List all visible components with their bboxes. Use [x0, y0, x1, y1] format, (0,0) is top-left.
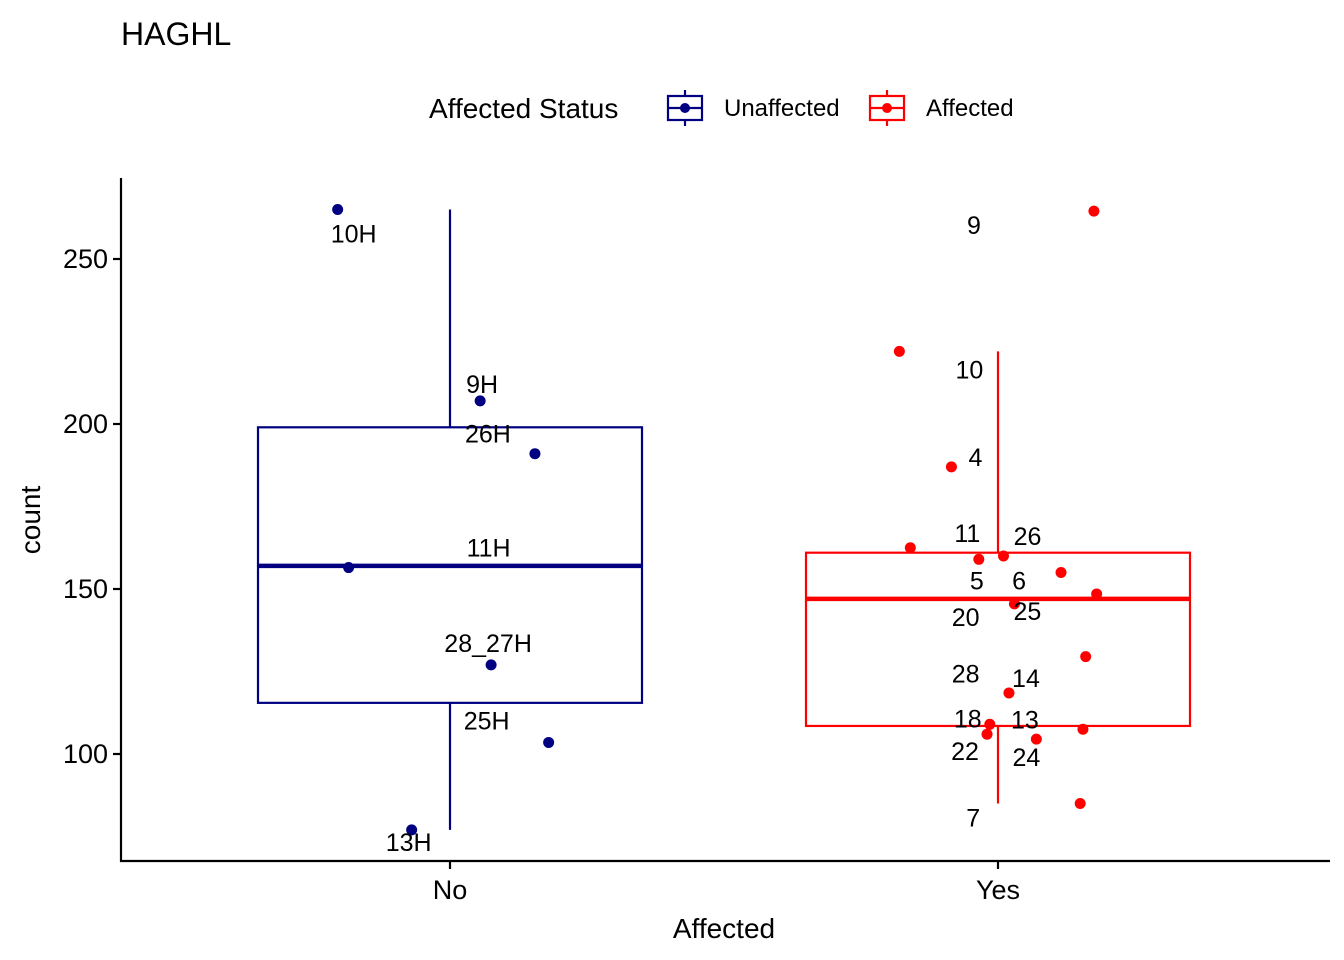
point-label-24: 24: [1012, 744, 1040, 772]
point-label-9h: 9H: [466, 371, 498, 399]
point-label-25: 25: [1014, 598, 1042, 626]
data-point-9h: [474, 395, 486, 407]
point-label-20: 20: [952, 604, 980, 632]
series-affected: 9 10 4 11 26 5 6 20 25 28 14 18 13 22 24 7: [804, 205, 1192, 833]
y-tick-label-150: 150: [63, 574, 108, 604]
data-point-22: [981, 728, 993, 740]
x-tick-label-yes: Yes: [976, 875, 1020, 905]
y-tick-label-250: 250: [63, 244, 108, 274]
data-point-26h: [529, 448, 541, 460]
legend-entry-affected: Affected: [868, 90, 1014, 126]
legend-label-unaffected: Unaffected: [724, 95, 840, 122]
point-label-14: 14: [1012, 665, 1040, 693]
legend-label-affected: Affected: [926, 95, 1014, 122]
data-point-14: [1003, 687, 1015, 699]
y-tick-label-200: 200: [63, 409, 108, 439]
point-label-28_27h: 28_27H: [444, 630, 532, 658]
data-point-4: [945, 461, 957, 473]
legend-title: Affected Status: [429, 93, 618, 124]
data-point-10h: [332, 204, 344, 215]
point-label-11: 11: [954, 520, 980, 548]
legend-affected-point: [882, 103, 892, 113]
axes: 100 150 200 250 No Yes: [63, 178, 1330, 905]
point-label-10: 10: [955, 356, 983, 384]
data-point-18: [984, 718, 996, 730]
data-point-5: [973, 553, 985, 565]
data-point-7: [1074, 798, 1086, 809]
data-point-6: [1055, 567, 1067, 578]
point-label-26: 26: [1014, 523, 1042, 551]
box-yes: [804, 551, 1192, 728]
data-point-20: [1091, 588, 1103, 600]
data-point-11: [904, 542, 916, 554]
legend-unaffected-point: [680, 103, 690, 113]
point-label-28: 28: [952, 661, 980, 689]
point-label-18: 18: [954, 705, 982, 733]
point-label-6: 6: [1012, 568, 1026, 596]
y-axis-label: count: [15, 486, 46, 555]
point-label-25h: 25H: [464, 707, 510, 735]
x-tick-label-no: No: [433, 875, 468, 905]
legend: Affected Status Unaffected Affected: [429, 90, 1014, 126]
data-point-10: [893, 345, 905, 357]
point-label-11h: 11H: [467, 535, 511, 563]
x-axis-label: Affected: [673, 913, 775, 944]
point-label-22: 22: [951, 738, 979, 766]
point-label-13: 13: [1011, 706, 1039, 734]
data-point-13h: [406, 824, 418, 836]
point-label-9: 9: [967, 212, 981, 240]
series-unaffected: 10H 9H 26H 11H 28_27H 25H 13H: [256, 204, 644, 857]
legend-entry-unaffected: Unaffected: [666, 90, 840, 126]
y-tick-label-100: 100: [63, 739, 108, 769]
data-point-28: [1080, 651, 1092, 663]
data-point-28_27h: [485, 659, 497, 671]
point-label-10h: 10H: [331, 221, 377, 249]
point-label-26h: 26H: [465, 421, 511, 449]
data-point-13: [1077, 723, 1089, 735]
point-label-4: 4: [968, 444, 982, 472]
plot-area: 10H 9H 26H 11H 28_27H 25H 13H 9 10 4 11 26 5 6 20 25 28 1…: [256, 204, 1192, 857]
data-point-25: [1008, 598, 1020, 610]
data-point-9: [1088, 205, 1100, 217]
chart-title: HAGHL: [121, 16, 231, 52]
data-point-24: [1030, 733, 1042, 745]
point-label-7: 7: [966, 805, 980, 833]
point-label-5: 5: [970, 567, 984, 595]
data-point-26: [997, 550, 1009, 562]
data-point-11h: [343, 562, 355, 574]
point-label-13h: 13H: [386, 829, 432, 857]
data-point-25h: [543, 736, 555, 748]
